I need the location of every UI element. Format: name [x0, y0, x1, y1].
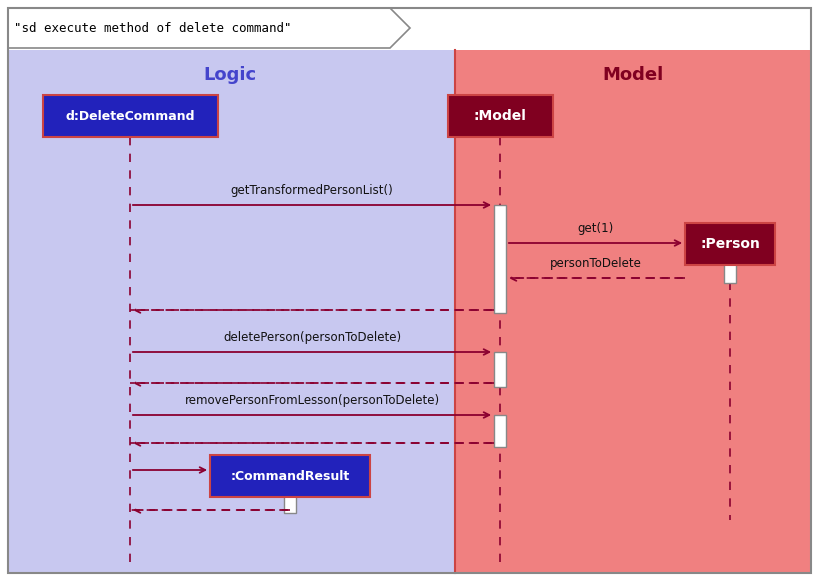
Text: Model: Model	[603, 66, 663, 84]
Text: get(1): get(1)	[577, 222, 613, 235]
Text: :CommandResult: :CommandResult	[230, 469, 350, 482]
Text: :Model: :Model	[473, 109, 527, 123]
Bar	[284, 470, 296, 513]
Text: getTransformedPersonList(): getTransformedPersonList()	[231, 184, 393, 197]
Bar	[447, 95, 553, 137]
Bar	[685, 223, 775, 265]
Bar	[455, 50, 811, 573]
Bar	[8, 50, 455, 573]
Text: removePersonFromLesson(personToDelete): removePersonFromLesson(personToDelete)	[184, 394, 440, 407]
Text: d:DeleteCommand: d:DeleteCommand	[66, 109, 195, 123]
Text: personToDelete: personToDelete	[550, 257, 641, 270]
Bar	[724, 243, 736, 283]
Text: "sd execute method of delete command": "sd execute method of delete command"	[14, 21, 292, 34]
Bar	[494, 352, 506, 387]
Bar	[494, 205, 506, 313]
Text: Logic: Logic	[203, 66, 256, 84]
Polygon shape	[8, 8, 410, 48]
Bar	[210, 455, 370, 497]
Bar	[494, 415, 506, 447]
Text: :Person: :Person	[700, 237, 760, 251]
Bar	[43, 95, 218, 137]
Text: deletePerson(personToDelete): deletePerson(personToDelete)	[223, 331, 401, 344]
